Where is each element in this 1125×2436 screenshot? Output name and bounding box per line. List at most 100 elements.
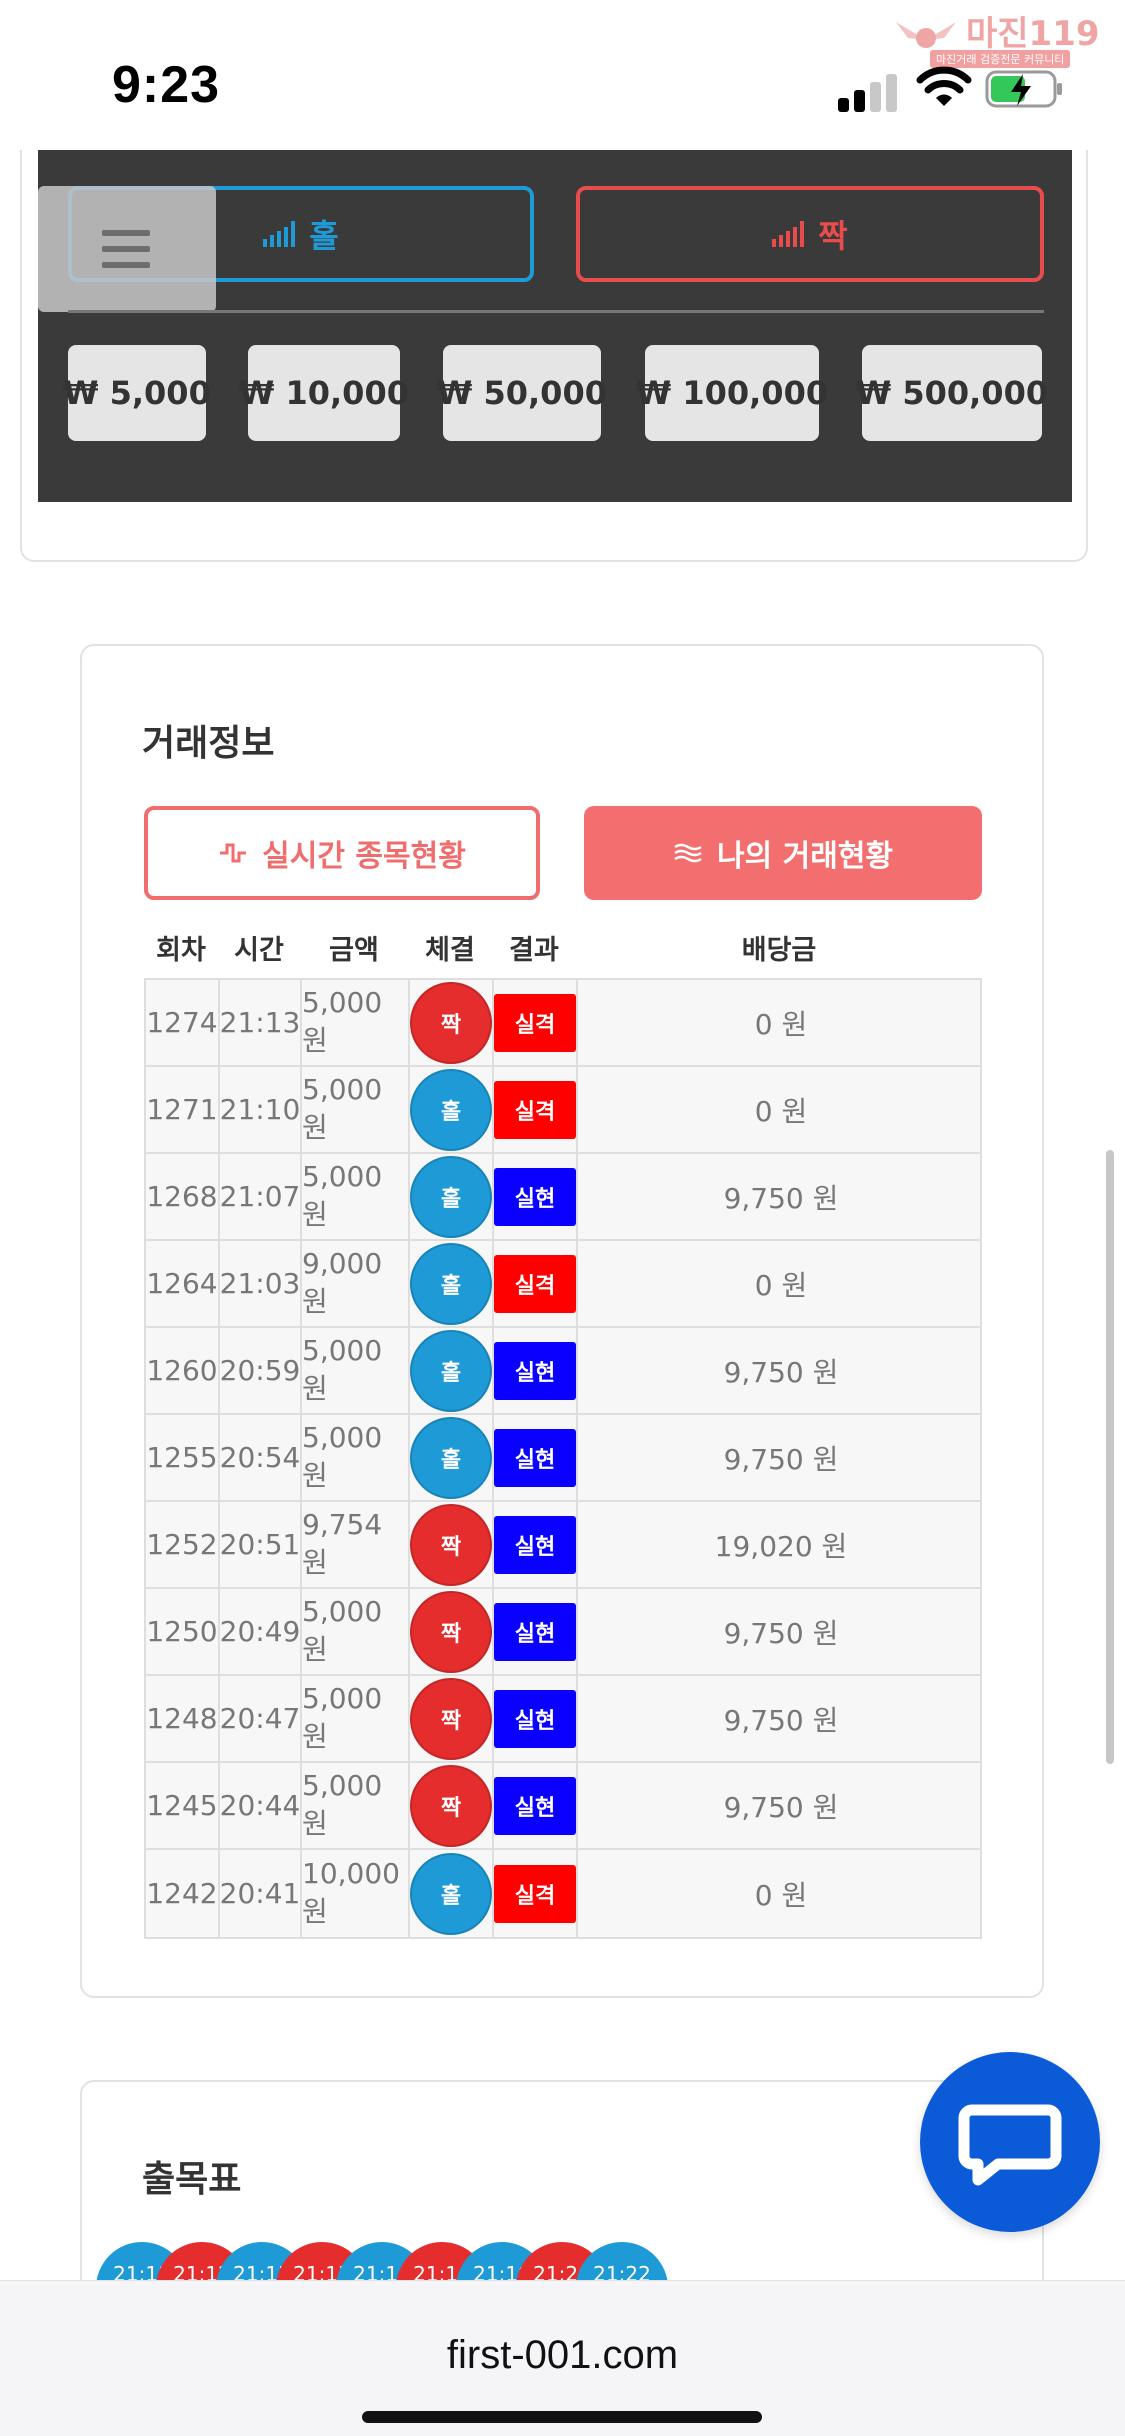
scrollbar[interactable]: [1106, 1150, 1114, 1764]
cell-time: 20:49: [220, 1589, 302, 1674]
result-badge: 실격: [494, 993, 576, 1052]
cell-payout: 9,750 원: [723, 1703, 839, 1737]
tab-mine-label: 나의 거래현황: [716, 839, 894, 874]
col-amount: 금액: [329, 935, 379, 966]
cell-payout: 0 원: [754, 1878, 808, 1912]
cell-pick: 홀: [410, 1067, 494, 1152]
chip-50000-button[interactable]: ₩ 50,000: [437, 345, 607, 441]
result-badge: 실현: [494, 1776, 576, 1835]
result-badge: 실격: [494, 1864, 576, 1923]
cell-round: 1242: [146, 1850, 220, 1937]
status-time: 9:23: [112, 56, 221, 114]
cell-pick: 짝: [410, 1502, 494, 1587]
cell-amount: 5,000 원: [302, 1067, 410, 1152]
table-row: 1245 20:44 5,000 원 짝 실현 9,750 원: [146, 1763, 980, 1850]
tab-live-status[interactable]: 실시간 종목현황: [144, 806, 540, 900]
cell-pick: 짝: [410, 1676, 494, 1761]
pick-ball: 짝: [410, 1764, 492, 1847]
chip-5000-button[interactable]: ₩ 5,000: [63, 345, 211, 441]
result-badge: 실격: [494, 1080, 576, 1139]
hamburger-menu-button[interactable]: [38, 186, 216, 312]
cell-time: 20:47: [220, 1676, 302, 1761]
pick-ball: 홀: [410, 1329, 492, 1412]
cell-time: 20:54: [220, 1415, 302, 1500]
cell-round: 1274: [146, 980, 220, 1065]
cell-round: 1248: [146, 1676, 220, 1761]
chat-button[interactable]: [920, 2052, 1100, 2232]
cell-amount: 5,000 원: [302, 1328, 410, 1413]
pulse-icon: [220, 843, 247, 863]
cell-round: 1250: [146, 1589, 220, 1674]
menu-icon: [102, 230, 150, 236]
browser-address-bar[interactable]: first-001.com: [0, 2280, 1125, 2436]
bet-odd-label: 홀: [309, 217, 339, 255]
pick-ball: 짝: [410, 1590, 492, 1673]
cell-amount: 5,000 원: [302, 1763, 410, 1848]
trade-info-title: 거래정보: [142, 723, 275, 764]
cell-time: 21:03: [220, 1241, 302, 1326]
cell-result: 실격: [494, 1067, 578, 1152]
pick-ball: 홀: [410, 1242, 492, 1325]
cell-round: 1264: [146, 1241, 220, 1326]
table-row: 1274 21:13 5,000 원 짝 실격 0 원: [146, 980, 980, 1067]
cell-amount: 5,000 원: [302, 1154, 410, 1239]
divider: [68, 310, 1044, 313]
signal-bars-icon: [263, 221, 296, 247]
tab-my-trades[interactable]: 나의 거래현황: [584, 806, 982, 900]
cell-time: 20:51: [220, 1502, 302, 1587]
cell-payout: 9,750 원: [723, 1181, 839, 1215]
pick-ball: 홀: [410, 1068, 492, 1151]
battery-charging-icon: [985, 70, 1062, 108]
table-row: 1255 20:54 5,000 원 홀 실현 9,750 원: [146, 1415, 980, 1502]
pick-ball: 홀: [410, 1416, 492, 1499]
pick-ball: 짝: [410, 981, 492, 1064]
signal-bars-icon: [772, 221, 805, 247]
result-badge: 실현: [494, 1515, 576, 1574]
cell-round: 1260: [146, 1328, 220, 1413]
betting-panel: 홀 짝 ₩ 5,000 ₩ 10,000 ₩ 50,000 ₩ 100,000 …: [38, 150, 1072, 502]
bet-even-button[interactable]: 짝: [576, 186, 1044, 282]
cell-payout: 19,020 원: [714, 1529, 848, 1563]
cell-payout: 0 원: [754, 1094, 808, 1128]
cell-round: 1271: [146, 1067, 220, 1152]
col-time: 시간: [234, 935, 284, 966]
cell-pick: 홀: [410, 1154, 494, 1239]
wifi-icon: [916, 66, 972, 106]
url-text[interactable]: first-001.com: [446, 2333, 679, 2377]
chat-bubble-icon: [958, 2104, 1062, 2186]
cell-result: 실현: [494, 1328, 578, 1413]
cell-amount: 5,000 원: [302, 1676, 410, 1761]
result-badge: 실현: [494, 1689, 576, 1748]
cell-result: 실현: [494, 1676, 578, 1761]
cell-result: 실현: [494, 1415, 578, 1500]
cell-pick: 홀: [410, 1850, 494, 1937]
cell-pick: 홀: [410, 1328, 494, 1413]
cell-pick: 홀: [410, 1415, 494, 1500]
cell-amount: 10,000 원: [302, 1850, 410, 1937]
result-badge: 실현: [494, 1428, 576, 1487]
home-indicator[interactable]: [362, 2411, 762, 2423]
result-badge: 실현: [494, 1167, 576, 1226]
col-payout: 배당금: [741, 935, 817, 966]
table-header: 회차 시간 금액 체결 결과 배당금: [144, 928, 982, 978]
col-round: 회차: [156, 935, 206, 966]
cell-pick: 짝: [410, 1763, 494, 1848]
table-row: 1242 20:41 10,000 원 홀 실격 0 원: [146, 1850, 980, 1937]
cell-payout: 9,750 원: [723, 1790, 839, 1824]
trade-info-card: 거래정보 실시간 종목현황 나의 거래현황 회차 시간 금액 체결 결과 배당금…: [80, 644, 1044, 1998]
table-row: 1252 20:51 9,754 원 짝 실현 19,020 원: [146, 1502, 980, 1589]
chip-500000-button[interactable]: ₩ 500,000: [856, 345, 1048, 441]
tab-live-label: 실시간 종목현황: [262, 839, 466, 874]
wing-logo-icon: [896, 22, 956, 48]
cell-amount: 5,000 원: [302, 980, 410, 1065]
cell-result: 실현: [494, 1589, 578, 1674]
chip-100000-button[interactable]: ₩ 100,000: [636, 345, 828, 441]
cell-round: 1245: [146, 1763, 220, 1848]
cell-result: 실현: [494, 1763, 578, 1848]
result-badge: 실현: [494, 1602, 576, 1661]
cell-result: 실격: [494, 1850, 578, 1937]
chip-10000-button[interactable]: ₩ 10,000: [239, 345, 409, 441]
cell-payout: 9,750 원: [723, 1616, 839, 1650]
table-row: 1264 21:03 9,000 원 홀 실격 0 원: [146, 1241, 980, 1328]
